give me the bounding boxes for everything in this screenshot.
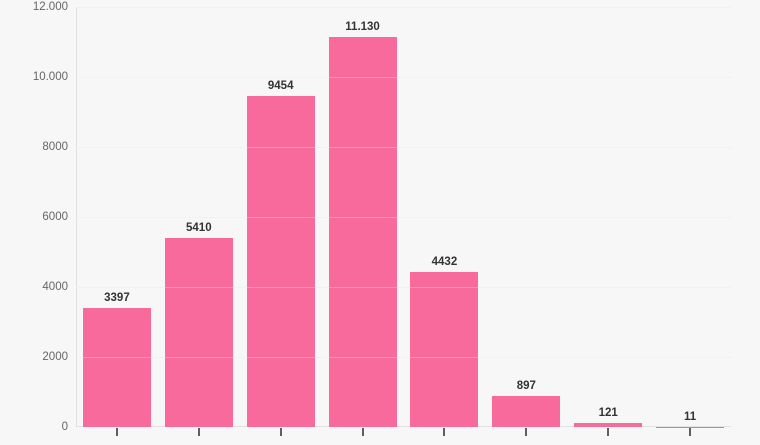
y-tick-label: 6000	[42, 211, 68, 223]
gridline	[76, 287, 731, 288]
bar	[492, 395, 561, 427]
gridline	[76, 147, 731, 148]
bar-value-label: 897	[516, 379, 536, 392]
y-axis-line	[76, 7, 77, 427]
x-tick	[443, 428, 446, 436]
bar-value-label: 11	[683, 410, 697, 423]
gridline-overlay	[76, 287, 731, 288]
x-tick	[525, 428, 528, 436]
gridline-overlay	[76, 77, 731, 78]
bar	[410, 271, 479, 427]
bar	[246, 96, 315, 427]
gridline-overlay	[76, 357, 731, 358]
x-tick	[115, 428, 118, 436]
gridline	[76, 217, 731, 218]
y-tick-label: 10.000	[32, 71, 68, 83]
bar-value-label: 121	[598, 406, 618, 419]
plot-area: 3397 5410 9454 11.130 4432 897 121 11	[76, 7, 731, 436]
bar	[82, 308, 151, 427]
gridline	[76, 357, 731, 358]
gridline-overlay	[76, 217, 731, 218]
y-tick-label: 0	[61, 421, 68, 433]
bar	[164, 237, 233, 427]
bar	[574, 422, 643, 427]
x-tick	[607, 428, 610, 436]
bar-value-label: 5410	[186, 221, 212, 234]
y-tick-label: 8000	[42, 141, 68, 153]
y-tick-label: 12.000	[32, 1, 68, 13]
y-tick-label: 2000	[42, 351, 68, 363]
x-axis-line	[76, 426, 731, 427]
gridline-overlay	[76, 7, 731, 8]
x-tick	[279, 428, 282, 436]
bar-value-label: 11.130	[345, 21, 380, 34]
bar-value-label: 9454	[267, 80, 294, 93]
x-tick	[197, 428, 200, 436]
x-tick	[361, 428, 364, 436]
gridline	[76, 77, 731, 78]
x-tick	[689, 428, 692, 436]
bar	[328, 37, 397, 427]
gridline-overlay	[76, 147, 731, 148]
y-tick-label: 4000	[42, 281, 68, 293]
gridline	[76, 7, 731, 8]
bar-value-label: 3397	[104, 292, 130, 305]
bar-value-label: 4432	[431, 255, 458, 268]
